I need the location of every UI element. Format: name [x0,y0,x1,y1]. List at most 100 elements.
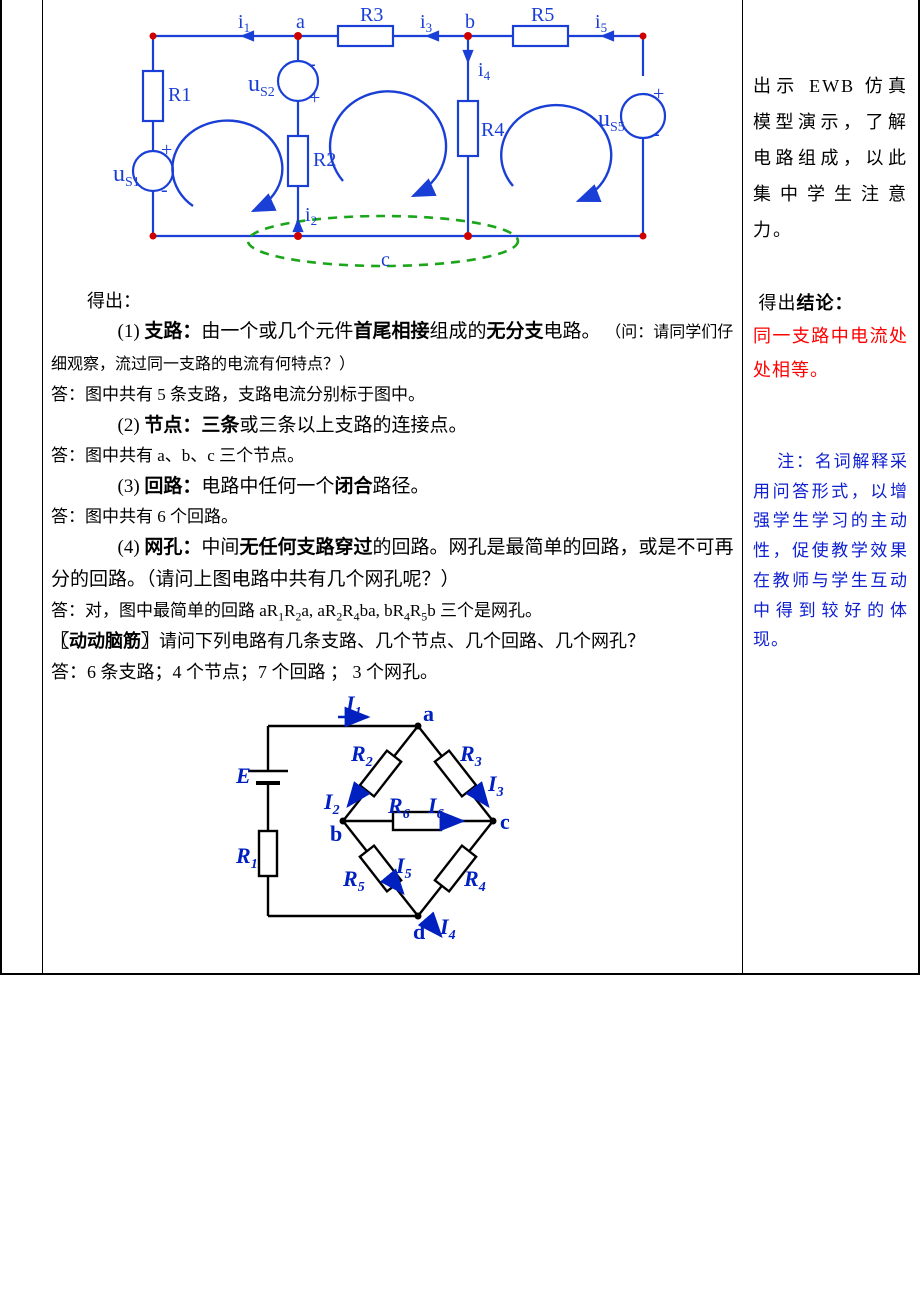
lbl-i1s: 1 [243,20,250,35]
svg-text:R6: R6 [387,793,410,822]
term3-line: (3) 回路：电路中任何一个闭合路径。 [51,471,734,503]
svg-text:-: - [309,53,316,75]
aside-note1: 出示 EWB 仿真模型演示，了解电路组成，以此集中学生注意力。 [753,68,908,248]
term4-name: 网孔： [144,537,201,558]
svg-text:uS1: uS1 [113,161,140,190]
lbl-R5: R5 [531,6,554,26]
term1-line: (1) 支路：由一个或几个元件首尾相接组成的无分支电路。 （问：请同学们仔细观察… [51,316,734,381]
term3-c: 路径。 [372,476,429,497]
brain-body: 请问下列电路有几条支路、几个节点、几个回路、几个网孔？ [159,631,645,651]
svg-text:+: + [653,83,664,105]
svg-text:I4: I4 [439,914,456,943]
lbl-b: b [465,11,475,33]
svg-text:i1: i1 [238,11,250,35]
circuit-diagram-2: I1 a E R1 R2 I2 b R3 I3 c R6 I6 R5 I5 [228,691,558,951]
svg-text:R5: R5 [342,866,365,895]
lbl-R4: R4 [481,119,504,141]
conclusion-body: 同一支路中电流处处相等。 [753,319,908,387]
d2-R4s: 4 [477,880,485,895]
term1-e: 电路。 [543,321,605,342]
lbl-us5: u [598,106,610,132]
lbl-i5s: 5 [600,20,607,35]
term3-answer: 答：图中共有 6 个回路。 [51,503,734,532]
term4-b: 无任何支路穿过 [239,537,372,558]
note2-body: 名词解释采用问答形式，以增强学生学习的主动性，促使教学效果在教师与学生互动中得到… [753,452,908,650]
aside-conclusion: 得出结论： 同一支路中电流处处相等。 [753,288,908,387]
lbl-i3s: 3 [425,20,432,35]
aside-spacer-mid2 [753,387,908,447]
brain-answer: 答：6 条支路；4 个节点；7 个回路 ； 3 个网孔。 [51,657,734,688]
term3-a: 电路中任何一个 [201,476,334,497]
circuit-diagram-1: + - - + + - i1 a R3 i3 b R5 [113,6,673,276]
lbl-us1: u [113,161,125,187]
svg-text:R1: R1 [235,843,258,872]
term2-num: (2) [118,415,145,436]
d2-R6: R [387,793,403,818]
lbl-R1: R1 [168,84,191,106]
d2-R5s: 5 [357,880,364,895]
d2-R4: R [463,866,479,891]
term1-num: (1) [118,321,145,342]
lbl-c: c [381,249,390,271]
d2-b: b [330,821,342,846]
term4-a: 中间 [201,537,239,558]
d2-c: c [500,809,510,834]
d2-I5s: 5 [404,867,411,882]
diagram1-wrap: + - - + + - i1 a R3 i3 b R5 [51,6,734,286]
d2-R3s: 3 [473,755,481,770]
svg-text:R3: R3 [459,741,482,770]
conc-head-bold: 结论： [797,293,854,313]
d2-E: E [235,763,251,788]
lbl-i4s: 4 [483,68,490,83]
svg-text:+: + [161,139,172,161]
d2-I2s: 2 [331,803,339,818]
t4a-m4: ba, bR [360,601,404,620]
svg-text:-: - [161,179,168,201]
term1-b: 首尾相接 [353,321,429,342]
conclusion-head: 得出结论： [753,293,854,313]
term1-a: 由一个或几个元件 [201,321,353,342]
svg-text:+: + [309,87,320,109]
conc-head-text: 得出 [759,293,797,313]
lbl-i2s: 2 [310,213,317,228]
content-row: + - - + + - i1 a R3 i3 b R5 [2,0,918,973]
note2-pre: 注： [777,452,815,471]
d2-I6s: 6 [436,807,443,822]
brain-line: 〖动动脑筋〗请问下列电路有几条支路、几个节点、几个回路、几个网孔？ [51,626,734,657]
d2-R2s: 2 [364,755,372,770]
term4-num: (4) [118,537,145,558]
main-column: + - - + + - i1 a R3 i3 b R5 [43,0,743,973]
lbl-us1s: S1 [125,175,140,190]
aside-column: 出示 EWB 仿真模型演示，了解电路组成，以此集中学生注意力。 得出结论： 同一… [743,0,918,973]
t4a-m3: R [342,601,353,620]
term3-b: 闭合 [334,476,372,497]
lbl-a: a [296,11,305,33]
term2-b: 或三条以上支路的连接点。 [239,415,467,436]
term1-c: 组成的 [429,321,486,342]
svg-text:I6: I6 [427,793,444,822]
svg-text:I2: I2 [323,789,340,818]
term1-d: 无分支 [486,321,543,342]
svg-text:-: - [653,123,660,145]
term1-answer: 答：图中共有 5 条支路，支路电流分别标于图中。 [51,381,734,410]
d2-R3: R [459,741,475,766]
svg-text:I5: I5 [395,853,412,882]
term2-a: 三条 [201,415,239,436]
svg-text:R2: R2 [350,741,373,770]
aside-spacer-top [753,6,908,68]
svg-text:I3: I3 [487,771,504,800]
svg-text:R4: R4 [463,866,486,895]
svg-text:i2: i2 [305,204,317,228]
lbl-us2s: S2 [260,85,275,100]
dechu-line: 得出： [51,286,734,317]
t4a-m5: R [410,601,421,620]
t4a-pre: 答：对，图中最简单的回路 aR [51,601,278,620]
lbl-R2: R2 [313,149,336,171]
aside-note2: 注：名词解释采用问答形式，以增强学生学习的主动性，促使教学效果在教师与学生互动中… [753,447,908,655]
term1-name: 支路： [144,321,201,342]
d2-R5: R [342,866,358,891]
d2-a: a [423,701,434,726]
term3-num: (3) [118,476,145,497]
term3-name: 回路： [144,476,201,497]
svg-text:i3: i3 [420,11,432,35]
